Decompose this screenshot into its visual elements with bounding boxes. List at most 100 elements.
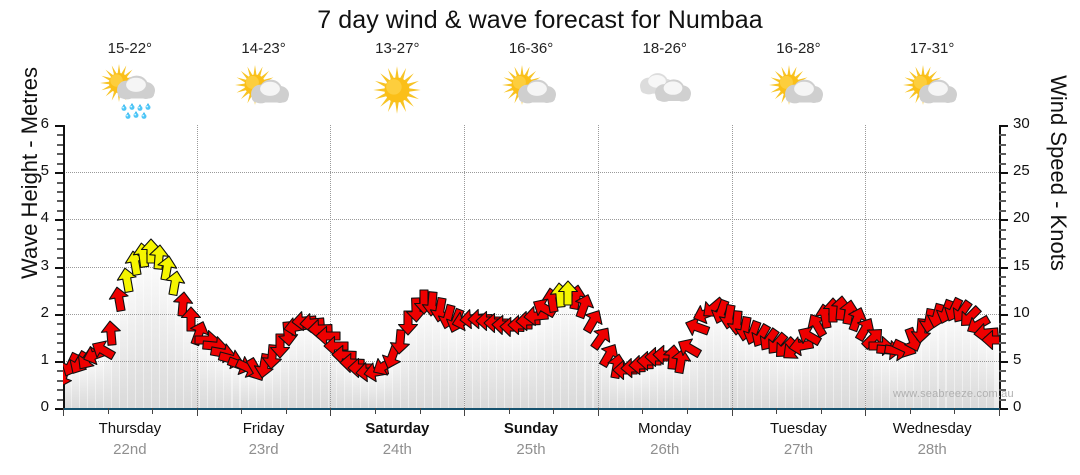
day-header-wednesday: 17-31° (865, 38, 999, 124)
right-tick-minor (999, 323, 1006, 326)
temperature-range: 18-26° (642, 40, 687, 57)
right-tick-minor (999, 134, 1006, 137)
left-tick-minor (57, 304, 63, 307)
right-tick-minor (999, 143, 1006, 146)
x-tick (820, 408, 822, 414)
left-tick-minor (57, 228, 63, 231)
left-tick-minor (57, 389, 63, 392)
wind-arrow (169, 290, 197, 318)
left-tick-major (55, 313, 63, 316)
x-tick (285, 408, 287, 414)
wind-arrow (786, 331, 816, 361)
right-axis-title: Wind Speed - Knots (1046, 75, 1071, 271)
x-tick (642, 408, 644, 414)
left-tick-minor (57, 332, 63, 335)
right-tick-minor (999, 294, 1006, 297)
right-tick-major (999, 219, 1008, 222)
day-date: 28th (917, 441, 947, 458)
day-header-sunday: 16-36° (464, 38, 598, 124)
x-tick (196, 408, 198, 416)
right-tick-major (999, 266, 1008, 269)
wind-arrow (575, 303, 611, 339)
x-tick (865, 408, 867, 416)
right-tick-label: 5 (1013, 350, 1022, 368)
x-tick (909, 408, 911, 414)
x-tick (731, 408, 733, 416)
right-tick-major (999, 408, 1008, 410)
day-label-strip: Thursday 22nd Friday 23rd Saturday 24th Sun… (63, 418, 999, 468)
x-tick (419, 408, 421, 414)
right-tick-minor (999, 304, 1006, 307)
right-tick-minor (999, 379, 1006, 382)
day-header-friday: 14-23° (197, 38, 331, 124)
x-tick (330, 408, 332, 416)
right-tick-minor (999, 351, 1006, 354)
day-name: Saturday (365, 420, 430, 437)
left-tick-label: 3 (40, 256, 49, 274)
wind-arrow (582, 320, 618, 356)
right-tick-major (999, 313, 1008, 316)
wind-arrow (112, 265, 142, 295)
day-label-tuesday: Tuesday 27th (732, 418, 866, 468)
right-tick-label: 25 (1013, 162, 1030, 180)
day-divider (464, 125, 466, 408)
day-label-wednesday: Wednesday 28th (865, 418, 999, 468)
day-name: Friday (242, 420, 285, 437)
left-tick-minor (57, 209, 63, 212)
x-tick (553, 408, 555, 414)
left-tick-minor (57, 247, 63, 250)
left-tick-major (55, 172, 63, 175)
watermark: www.seabreeze.com.au (893, 388, 1014, 400)
x-tick (776, 408, 778, 414)
cloud-icon (598, 60, 732, 122)
x-tick (375, 408, 376, 414)
wind-arrow (104, 284, 134, 314)
wind-arrow (160, 268, 190, 298)
temperature-range: 13-27° (375, 40, 420, 57)
day-header-saturday: 13-27° (330, 38, 464, 124)
h-gridline (63, 172, 999, 174)
sun-cloud-icon (732, 60, 866, 122)
wind-arrow (258, 343, 286, 371)
right-tick-minor (999, 162, 1006, 165)
x-tick (687, 408, 688, 414)
day-name: Monday (638, 420, 692, 437)
left-tick-minor (57, 134, 63, 137)
wind-arrow (791, 319, 827, 355)
left-tick-minor (57, 398, 63, 401)
right-tick-label: 15 (1013, 256, 1030, 274)
right-tick-minor (999, 228, 1006, 231)
wind-arrow (666, 346, 696, 376)
x-tick (999, 408, 1000, 416)
x-tick (954, 408, 956, 414)
day-divider (196, 125, 198, 408)
temperature-range: 14-23° (241, 40, 286, 57)
day-label-friday: Friday 23rd (197, 418, 331, 468)
wind-arrow (274, 320, 302, 348)
day-name: Wednesday (892, 420, 972, 437)
x-tick (107, 408, 109, 414)
day-divider (731, 125, 733, 408)
x-tick (464, 408, 466, 416)
day-header-strip: 15-22° (63, 38, 999, 124)
right-tick-minor (999, 275, 1006, 278)
sun-cloud-rain-icon (63, 60, 197, 122)
h-gridline (63, 360, 999, 362)
wind-arrow (338, 349, 365, 376)
left-tick-label: 4 (40, 209, 49, 227)
left-tick-minor (57, 143, 63, 146)
day-label-saturday: Saturday 24th (330, 418, 464, 468)
temperature-range: 15-22° (107, 40, 153, 57)
x-axis-ticks (63, 408, 1000, 418)
left-tick-minor (57, 285, 63, 288)
wind-arrow (515, 308, 542, 335)
wind-arrow (671, 330, 707, 366)
wind-arrow (85, 332, 121, 368)
right-tick-label: 20 (1013, 209, 1030, 227)
right-tick-label: 10 (1013, 303, 1030, 321)
left-tick-minor (57, 257, 63, 260)
sun-cloud-icon (865, 60, 999, 122)
left-tick-minor (57, 370, 63, 373)
right-tick-minor (999, 191, 1006, 194)
